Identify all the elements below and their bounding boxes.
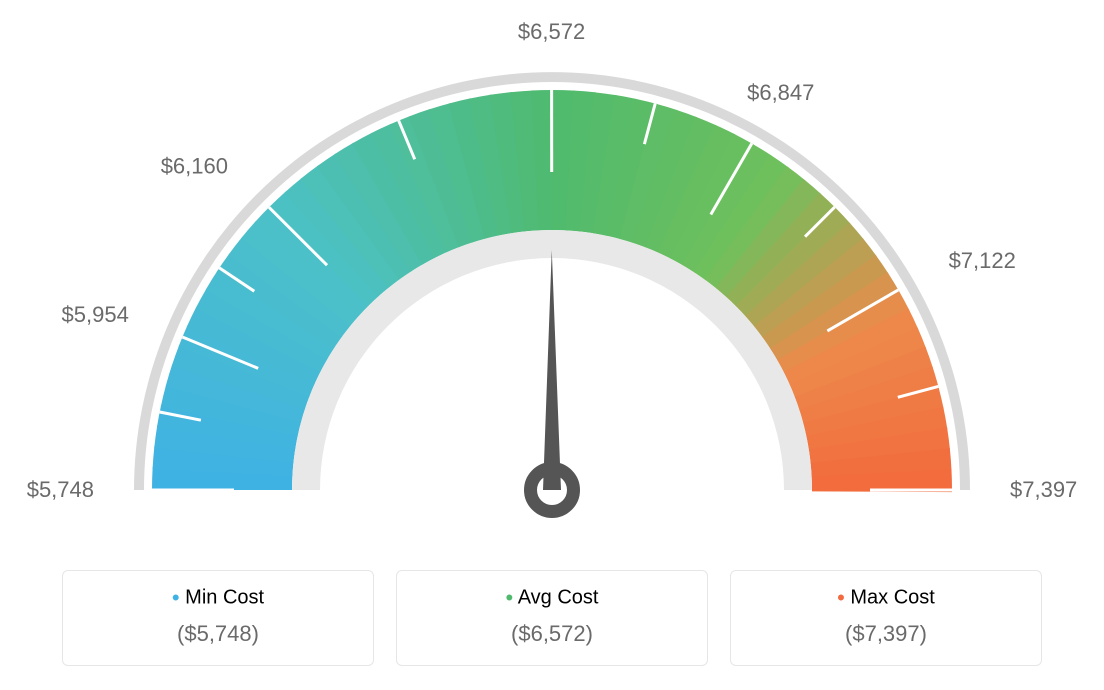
gauge-tick-label: $6,572 xyxy=(518,19,585,44)
gauge-needle xyxy=(543,250,561,490)
legend-label-min: Min Cost xyxy=(185,586,264,608)
legend-label-max: Max Cost xyxy=(850,586,934,608)
legend-title-min: • Min Cost xyxy=(63,585,373,611)
legend-value-min: ($5,748) xyxy=(63,621,373,647)
legend-dot-max: • xyxy=(837,585,845,610)
legend-title-max: • Max Cost xyxy=(731,585,1041,611)
gauge-tick-label: $5,954 xyxy=(62,302,129,327)
gauge-svg: $5,748 $5,954 $6,160 $6,572 $6,847 $7,122 $7,3… xyxy=(0,0,1104,560)
gauge-tick-label: $5,748 xyxy=(27,477,94,502)
legend-label-avg: Avg Cost xyxy=(518,586,599,608)
gauge-tick-label: $7,397 xyxy=(1010,477,1077,502)
legend-dot-min: • xyxy=(172,585,180,610)
legend-value-max: ($7,397) xyxy=(731,621,1041,647)
chart-container: $5,748 $5,954 $6,160 $6,572 $6,847 $7,122 $7,3… xyxy=(0,0,1104,690)
gauge-chart: $5,748 $5,954 $6,160 $6,572 $6,847 $7,122 $7,3… xyxy=(0,0,1104,560)
legend-card-min: • Min Cost ($5,748) xyxy=(62,570,374,666)
legend-row: • Min Cost ($5,748) • Avg Cost ($6,572) … xyxy=(0,570,1104,666)
legend-title-avg: • Avg Cost xyxy=(397,585,707,611)
legend-dot-avg: • xyxy=(506,585,514,610)
gauge-tick-label: $6,847 xyxy=(747,80,814,105)
legend-value-avg: ($6,572) xyxy=(397,621,707,647)
gauge-tick-label: $6,160 xyxy=(161,153,228,178)
legend-card-max: • Max Cost ($7,397) xyxy=(730,570,1042,666)
legend-card-avg: • Avg Cost ($6,572) xyxy=(396,570,708,666)
gauge-tick-label: $7,122 xyxy=(949,248,1016,273)
